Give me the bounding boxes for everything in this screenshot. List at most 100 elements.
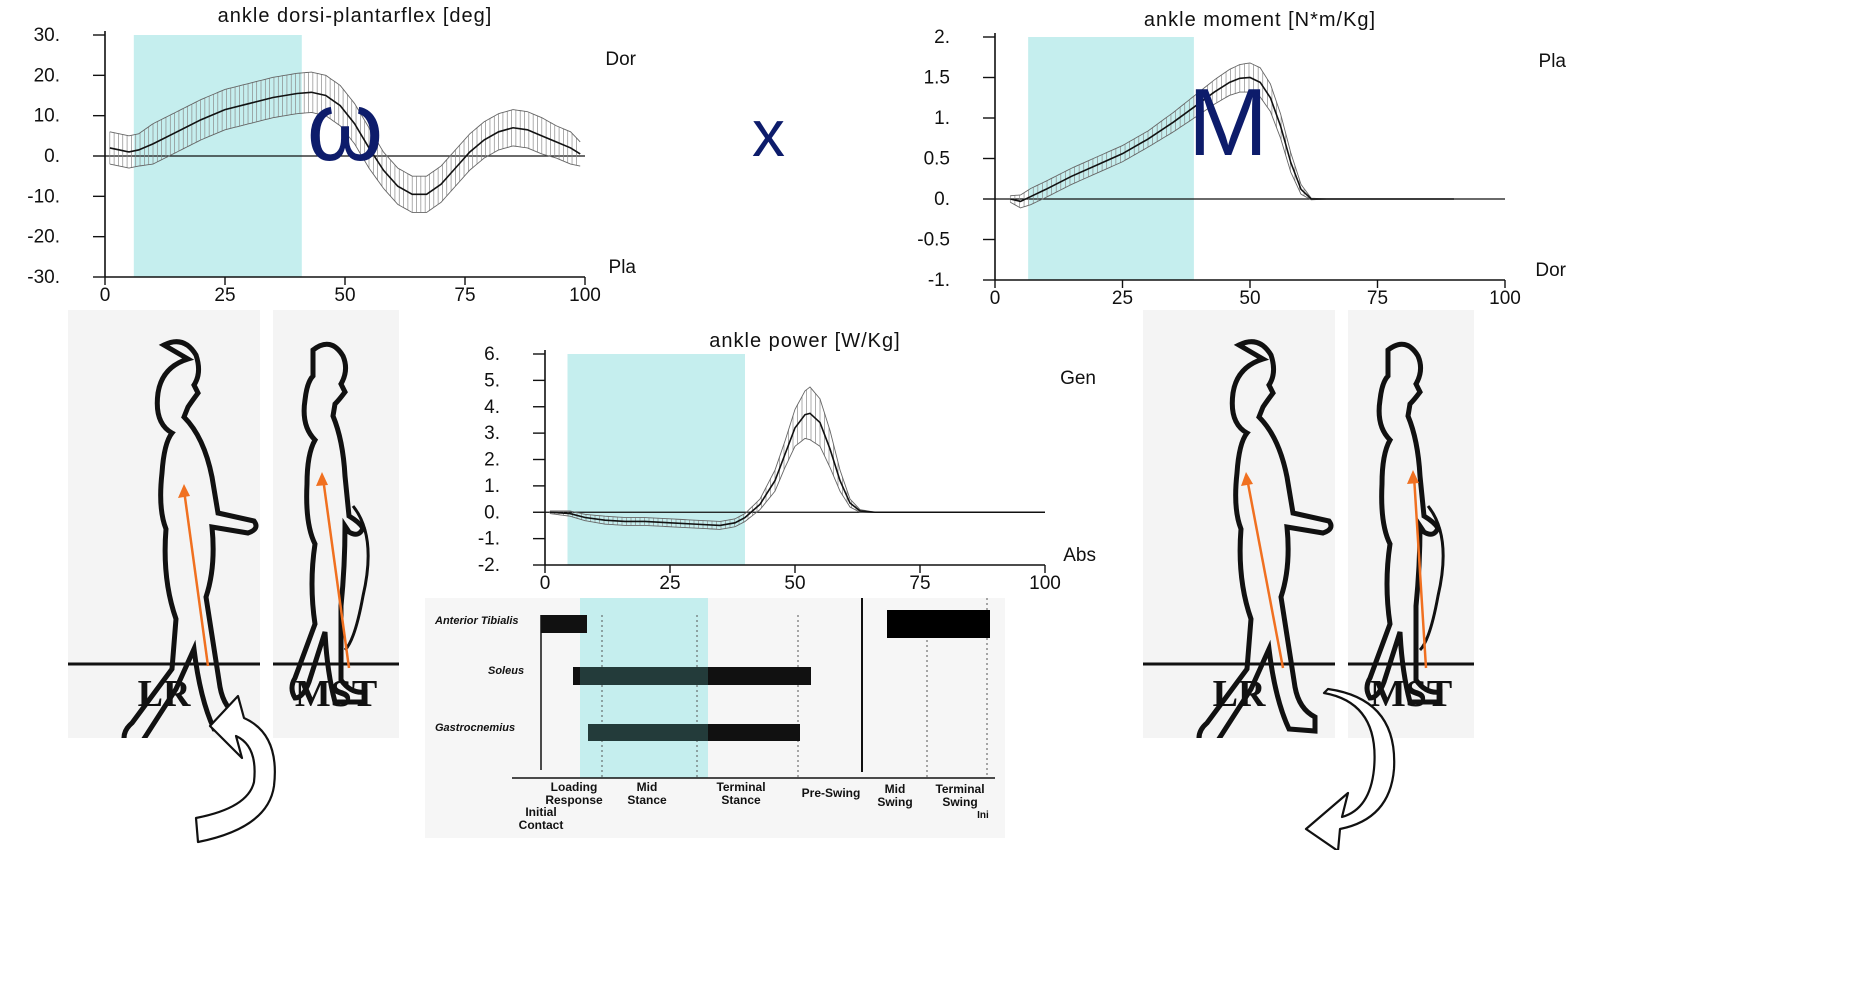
muscle-label-anterior-tibialis: Anterior Tibialis (434, 615, 519, 627)
direction-label-top: Dor (605, 49, 636, 70)
phase-loading-response-2: Response (545, 793, 603, 807)
y-tick-label: 20. (34, 65, 60, 86)
y-tick-label: 3. (484, 423, 500, 444)
walking-figure-icon (273, 341, 399, 705)
emg-timing-chart: Anterior Tibialis Soleus Gastrocnemius L… (425, 598, 1005, 838)
phase-initial-contact: Initial (525, 805, 556, 819)
figure-label-mst: MST (1369, 673, 1453, 715)
y-tick-label: 2. (934, 27, 950, 48)
x-tick-label: 25 (1112, 288, 1133, 309)
direction-label-bottom: Pla (609, 257, 637, 278)
y-tick-label: 1. (484, 476, 500, 497)
x-tick-label: 100 (1489, 288, 1521, 309)
multiply-symbol: x (752, 96, 785, 170)
phase-initial-swing-cut: Ini (977, 810, 989, 821)
x-tick-label: 50 (334, 285, 355, 306)
x-tick-label: 100 (569, 285, 601, 306)
x-tick-label: 50 (1239, 288, 1260, 309)
y-tick-label: 1. (934, 108, 950, 129)
phase-initial-contact-2: Contact (519, 818, 564, 832)
phase-mid-stance: Mid (637, 780, 658, 794)
walking-figure-icon (1348, 341, 1474, 705)
force-vector-arrow (321, 477, 351, 669)
y-tick-label: 0. (44, 146, 60, 167)
x-tick-label: 0 (990, 288, 1001, 309)
power-chart: 6. 5. 4. 3. 2. 1. 0. -1. -2. 0 25 50 75 100 ankle powe… (478, 330, 1096, 594)
emg-bar-anterior-tibialis-swing (887, 610, 990, 638)
muscle-label-gastrocnemius: Gastrocnemius (435, 722, 515, 734)
y-tick-label: 10. (34, 106, 60, 127)
y-tick-label: -0.5 (917, 230, 950, 251)
phase-mid-swing-2: Swing (877, 795, 912, 809)
direction-label-top: Pla (1539, 51, 1567, 72)
x-tick-label: 100 (1029, 573, 1061, 594)
y-tick-label: -2. (478, 555, 500, 576)
y-tick-label: -20. (27, 227, 60, 248)
phase-terminal-stance-2: Stance (721, 793, 761, 807)
force-vector-arrow (1245, 477, 1285, 669)
chart-title: ankle moment [N*m/Kg] (1144, 9, 1376, 31)
mean-line (109, 91, 581, 196)
y-tick-label: -30. (27, 267, 60, 288)
x-tick-label: 75 (909, 573, 930, 594)
y-tick-label: 4. (484, 397, 500, 418)
y-tick-label: 0.5 (924, 149, 950, 170)
y-tick-label: -1. (928, 270, 950, 291)
figure-left-mst: MST (273, 310, 399, 738)
phase-loading-response: Loading (551, 780, 598, 794)
y-tick-label: 0. (934, 189, 950, 210)
force-vector-arrow (182, 489, 210, 667)
y-tick-label: 5. (484, 370, 500, 391)
phase-terminal-stance: Terminal (716, 780, 765, 794)
x-tick-label: 25 (659, 573, 680, 594)
moment-chart-panel: 2. 1.5 1. 0.5 0. -0.5 -1. 0 25 50 75 100 ankle momen… (900, 0, 1590, 310)
curved-arrow-right-icon (1304, 687, 1396, 850)
phase-mid-stance-2: Stance (627, 793, 667, 807)
angle-chart: 30. 20. 10. 0. -10. -20. -30. 0 25 50 75 100 ankle d… (27, 5, 637, 306)
band-lower-edge (109, 111, 581, 213)
direction-label-bottom: Dor (1535, 260, 1566, 281)
figure-right-lr: LR (1143, 310, 1335, 753)
x-tick-label: 0 (540, 573, 551, 594)
phase-pre-swing: Pre-Swing (802, 786, 861, 800)
power-chart-panel: 6. 5. 4. 3. 2. 1. 0. -1. -2. 0 25 50 75 100 ankle powe… (440, 325, 1120, 595)
x-tick-label: 0 (100, 285, 111, 306)
y-tick-label: -10. (27, 186, 60, 207)
direction-label-bottom: Abs (1063, 545, 1096, 566)
y-tick-label: 2. (484, 450, 500, 471)
mean-line (1010, 76, 1454, 203)
curved-arrow-left-icon (194, 694, 276, 844)
figure-left-lr: LR (68, 310, 260, 753)
emg-bar-anterior-tibialis-stance (541, 615, 587, 633)
figure-label-lr: LR (1212, 673, 1266, 715)
x-tick-label: 75 (454, 285, 475, 306)
figure-label-mst: MST (294, 673, 378, 715)
force-vector-arrow (1412, 475, 1428, 669)
overlay-symbol: M (1188, 69, 1268, 176)
walking-figure-icon (1143, 339, 1335, 753)
phase-mid-swing: Mid (885, 782, 906, 796)
x-tick-label: 50 (784, 573, 805, 594)
angle-chart-panel: 30. 20. 10. 0. -10. -20. -30. 0 25 50 75 100 ankle d… (0, 0, 660, 310)
direction-label-top: Gen (1060, 368, 1096, 389)
figure-right-mst: MST (1348, 310, 1474, 738)
figure-label-lr: LR (137, 673, 191, 715)
y-tick-label: 6. (484, 344, 500, 365)
x-tick-label: 25 (214, 285, 235, 306)
y-tick-label: -1. (478, 529, 500, 550)
y-tick-label: 0. (484, 502, 500, 523)
chart-title: ankle power [W/Kg] (709, 330, 900, 352)
mean-line (549, 412, 1045, 527)
emg-timing-panel: Anterior Tibialis Soleus Gastrocnemius L… (425, 598, 1005, 838)
phase-terminal-swing-2: Swing (942, 795, 977, 809)
phase-terminal-swing: Terminal (935, 782, 984, 796)
moment-chart: 2. 1.5 1. 0.5 0. -0.5 -1. 0 25 50 75 100 ankle momen… (917, 9, 1567, 309)
band-upper-edge (109, 71, 581, 177)
emg-highlight (580, 598, 708, 778)
y-tick-label: 1.5 (924, 68, 950, 89)
overlay-symbol: ω (307, 71, 384, 181)
y-tick-label: 30. (34, 25, 60, 46)
muscle-label-soleus: Soleus (488, 665, 524, 677)
chart-title: ankle dorsi-plantarflex [deg] (218, 5, 493, 27)
x-tick-label: 75 (1367, 288, 1388, 309)
